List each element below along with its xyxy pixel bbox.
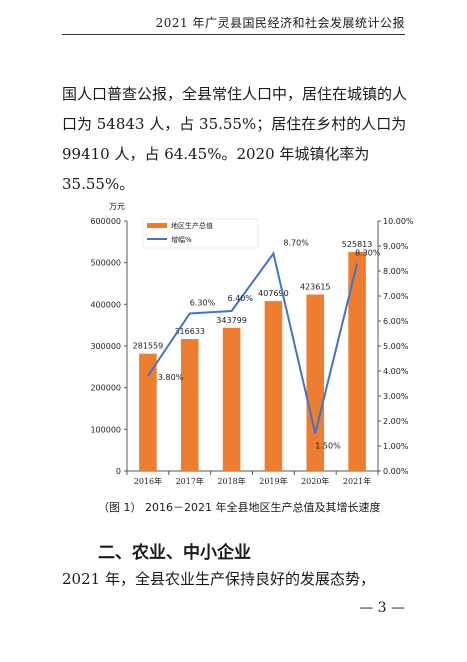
bar-gdp	[180, 339, 199, 471]
line-data-label: 6.40%	[228, 294, 254, 303]
line-data-label: 6.30%	[190, 299, 216, 308]
growth-rate-line	[147, 251, 359, 434]
x-tick-label: 2017年	[176, 476, 204, 486]
y-tick-label-left: 600000	[90, 217, 121, 226]
y-tick-label-right: 9.00%	[383, 242, 409, 251]
gdp-chart: 万元 0 100000 200000 300000 400000 500000 600000 0…	[80, 196, 420, 496]
page-number: — 3 —	[359, 600, 405, 616]
y-tick-label-left: 400000	[90, 300, 121, 309]
y-tick-label-left: 100000	[90, 425, 121, 434]
y-tick-label-left: 500000	[90, 259, 121, 268]
x-tick-label: 2019年	[259, 476, 287, 486]
bar-gdp	[348, 251, 366, 471]
y-tick-label-left: 200000	[90, 384, 121, 393]
bar-data-label: 281559	[133, 342, 164, 351]
legend-label-gdp: 地区生产总值	[171, 221, 213, 230]
bar-data-label: 423615	[300, 282, 331, 291]
y-tick-label-right: 3.00%	[383, 392, 409, 401]
y-tick-label-right: 2.00%	[383, 417, 409, 426]
y-tick-label-right: 6.00%	[383, 317, 409, 326]
y-tick-label-right: 8.00%	[383, 267, 409, 276]
bar-gdp	[222, 327, 241, 471]
y-tick-label-right: 10.00%	[383, 217, 414, 226]
legend-swatch-gdp	[147, 223, 167, 228]
header-divider	[62, 34, 405, 35]
y-tick-label-right: 7.00%	[383, 292, 409, 301]
x-tick-label: 2020年	[301, 476, 329, 486]
bar-gdp	[139, 353, 157, 471]
y-tick-label-right: 1.00%	[383, 442, 409, 451]
section-heading: 二、农业、中小企业	[98, 543, 251, 563]
figure-caption: （图 1） 2016－2021 年全县地区生产总值及其增长速度	[98, 501, 381, 514]
y-tick-label-right: 5.00%	[383, 342, 409, 351]
paragraph-urbanization: 国人口普查公报，全县常住人口中，居住在城镇的人口为 54843 人，占 35.5…	[62, 85, 408, 193]
gdp-chart-svg: 万元 0 100000 200000 300000 400000 500000 600000 0…	[90, 202, 414, 486]
y-tick-label-right: 4.00%	[383, 367, 409, 376]
legend-label-growth: 增幅%	[171, 235, 192, 244]
y-tick-label-left: 0	[116, 467, 121, 476]
bar-gdp	[306, 294, 325, 471]
bar-data-label: 525813	[342, 240, 373, 249]
line-data-label: 8.70%	[283, 239, 309, 248]
paragraph-agriculture: 2021 年，全县农业生产保持良好的发展态势，	[62, 570, 375, 588]
y-tick-label-right: 0.00%	[383, 467, 409, 476]
bar-data-label: 407690	[258, 289, 289, 298]
x-tick-label: 2018年	[217, 476, 245, 486]
line-data-label: 1.50%	[315, 442, 341, 451]
y-axis-unit-label: 万元	[109, 202, 125, 211]
line-data-label: 3.80%	[158, 373, 184, 382]
y-tick-label-left: 300000	[90, 342, 121, 351]
x-tick-label: 2021年	[343, 476, 371, 486]
bar-data-label: 316633	[174, 327, 205, 336]
bar-data-label: 343799	[216, 316, 247, 325]
line-data-label: 8.30%	[355, 249, 381, 258]
page-header: 2021 年广灵县国民经济和社会发展统计公报	[155, 16, 405, 30]
bar-gdp	[264, 301, 283, 471]
x-tick-label: 2016年	[134, 476, 162, 486]
